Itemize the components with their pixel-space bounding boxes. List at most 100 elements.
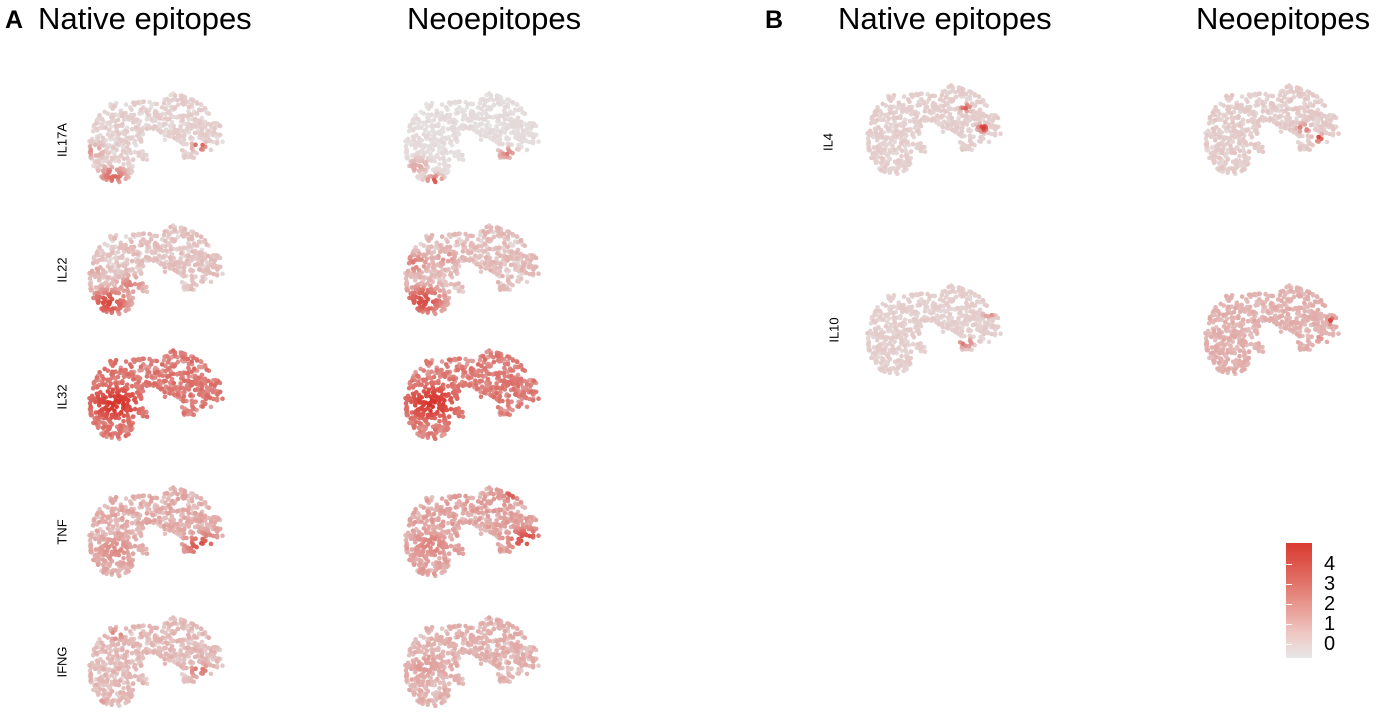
cell-point bbox=[194, 358, 200, 363]
cell-point bbox=[428, 408, 433, 414]
cell-point bbox=[441, 116, 447, 122]
cell-point bbox=[158, 130, 164, 135]
cell-point bbox=[129, 258, 135, 264]
cell-point bbox=[441, 168, 446, 173]
cell-point bbox=[435, 409, 440, 415]
cell-point bbox=[166, 510, 172, 516]
cell-point bbox=[466, 376, 472, 381]
cell-point bbox=[138, 501, 144, 507]
cell-point bbox=[191, 366, 197, 371]
cell-point bbox=[431, 571, 437, 577]
cell-point bbox=[409, 274, 414, 280]
cell-point bbox=[449, 382, 455, 387]
cell-point bbox=[412, 423, 417, 429]
cell-point bbox=[530, 139, 536, 145]
cell-point bbox=[457, 125, 463, 130]
cell-point bbox=[94, 260, 100, 265]
cell-point bbox=[510, 124, 515, 129]
cell-point bbox=[196, 392, 202, 397]
cell-point bbox=[500, 535, 505, 541]
cell-point bbox=[421, 368, 427, 373]
cell-point bbox=[463, 231, 468, 237]
cell-point bbox=[116, 399, 122, 405]
cell-point bbox=[189, 112, 194, 118]
cell-point bbox=[468, 503, 474, 509]
cell-point bbox=[212, 383, 217, 388]
cell-point bbox=[194, 232, 199, 237]
cell-point bbox=[136, 282, 142, 288]
cell-point bbox=[438, 508, 444, 513]
cell-point bbox=[506, 117, 511, 122]
cell-point bbox=[440, 257, 446, 263]
cell-point bbox=[473, 519, 479, 525]
cell-point bbox=[111, 103, 116, 109]
cell-point bbox=[468, 233, 473, 239]
cell-point bbox=[163, 515, 169, 521]
cell-point bbox=[185, 114, 191, 119]
cell-point bbox=[109, 133, 115, 138]
cell-point bbox=[488, 106, 493, 112]
cell-point bbox=[416, 271, 422, 276]
cell-point bbox=[407, 517, 413, 522]
cell-point bbox=[188, 135, 194, 140]
cell-point bbox=[502, 108, 507, 114]
cell-point bbox=[446, 115, 452, 120]
cell-point bbox=[510, 381, 515, 386]
cell-point bbox=[518, 513, 524, 519]
cell-point bbox=[477, 357, 483, 363]
cell-point bbox=[472, 245, 478, 251]
cell-point bbox=[88, 543, 94, 548]
cell-point bbox=[148, 362, 154, 367]
cell-point bbox=[511, 386, 516, 391]
cell-point bbox=[524, 279, 530, 285]
cell-point bbox=[125, 412, 130, 418]
cell-point bbox=[437, 398, 442, 404]
cell-point bbox=[121, 293, 126, 299]
cell-point bbox=[510, 494, 515, 499]
cell-point bbox=[427, 143, 433, 149]
cell-point bbox=[132, 357, 137, 363]
cell-point bbox=[119, 524, 125, 529]
cell-point bbox=[477, 378, 483, 384]
cell-point bbox=[435, 130, 441, 135]
cell-point bbox=[181, 269, 187, 275]
cell-point bbox=[217, 123, 223, 129]
cell-point bbox=[126, 302, 131, 308]
cell-point bbox=[505, 244, 510, 250]
cell-point bbox=[166, 130, 172, 135]
cell-point bbox=[196, 239, 202, 244]
cell-point bbox=[89, 532, 94, 538]
cell-point bbox=[180, 507, 186, 512]
cell-point bbox=[482, 357, 488, 362]
cell-point bbox=[509, 368, 514, 373]
cell-point bbox=[216, 516, 221, 521]
cell-point bbox=[488, 529, 494, 535]
cell-point bbox=[90, 261, 96, 266]
cell-point bbox=[473, 121, 478, 127]
cell-point bbox=[198, 512, 204, 517]
cell-point bbox=[161, 494, 167, 500]
cell-point bbox=[442, 398, 447, 403]
cell-point bbox=[202, 106, 208, 111]
cell-point bbox=[528, 389, 534, 395]
cell-point bbox=[428, 539, 433, 545]
cell-point bbox=[520, 264, 526, 269]
cell-point bbox=[450, 527, 456, 532]
cell-point bbox=[120, 401, 126, 407]
cell-point bbox=[429, 369, 434, 374]
cell-point bbox=[105, 111, 111, 116]
cell-point bbox=[124, 139, 129, 145]
cell-point bbox=[437, 368, 443, 373]
cell-point bbox=[208, 519, 214, 524]
umap-plot-tnf-native bbox=[87, 485, 225, 579]
panel-b-neo-title: Neoepitopes bbox=[1196, 1, 1371, 36]
cell-point bbox=[433, 548, 439, 554]
cell-point bbox=[184, 535, 189, 541]
cell-point bbox=[519, 267, 524, 273]
cell-point bbox=[476, 373, 482, 378]
cell-point bbox=[523, 395, 529, 400]
cell-point bbox=[199, 258, 205, 264]
cell-point bbox=[434, 368, 439, 373]
cell-point bbox=[460, 551, 466, 556]
cell-point bbox=[468, 113, 474, 119]
